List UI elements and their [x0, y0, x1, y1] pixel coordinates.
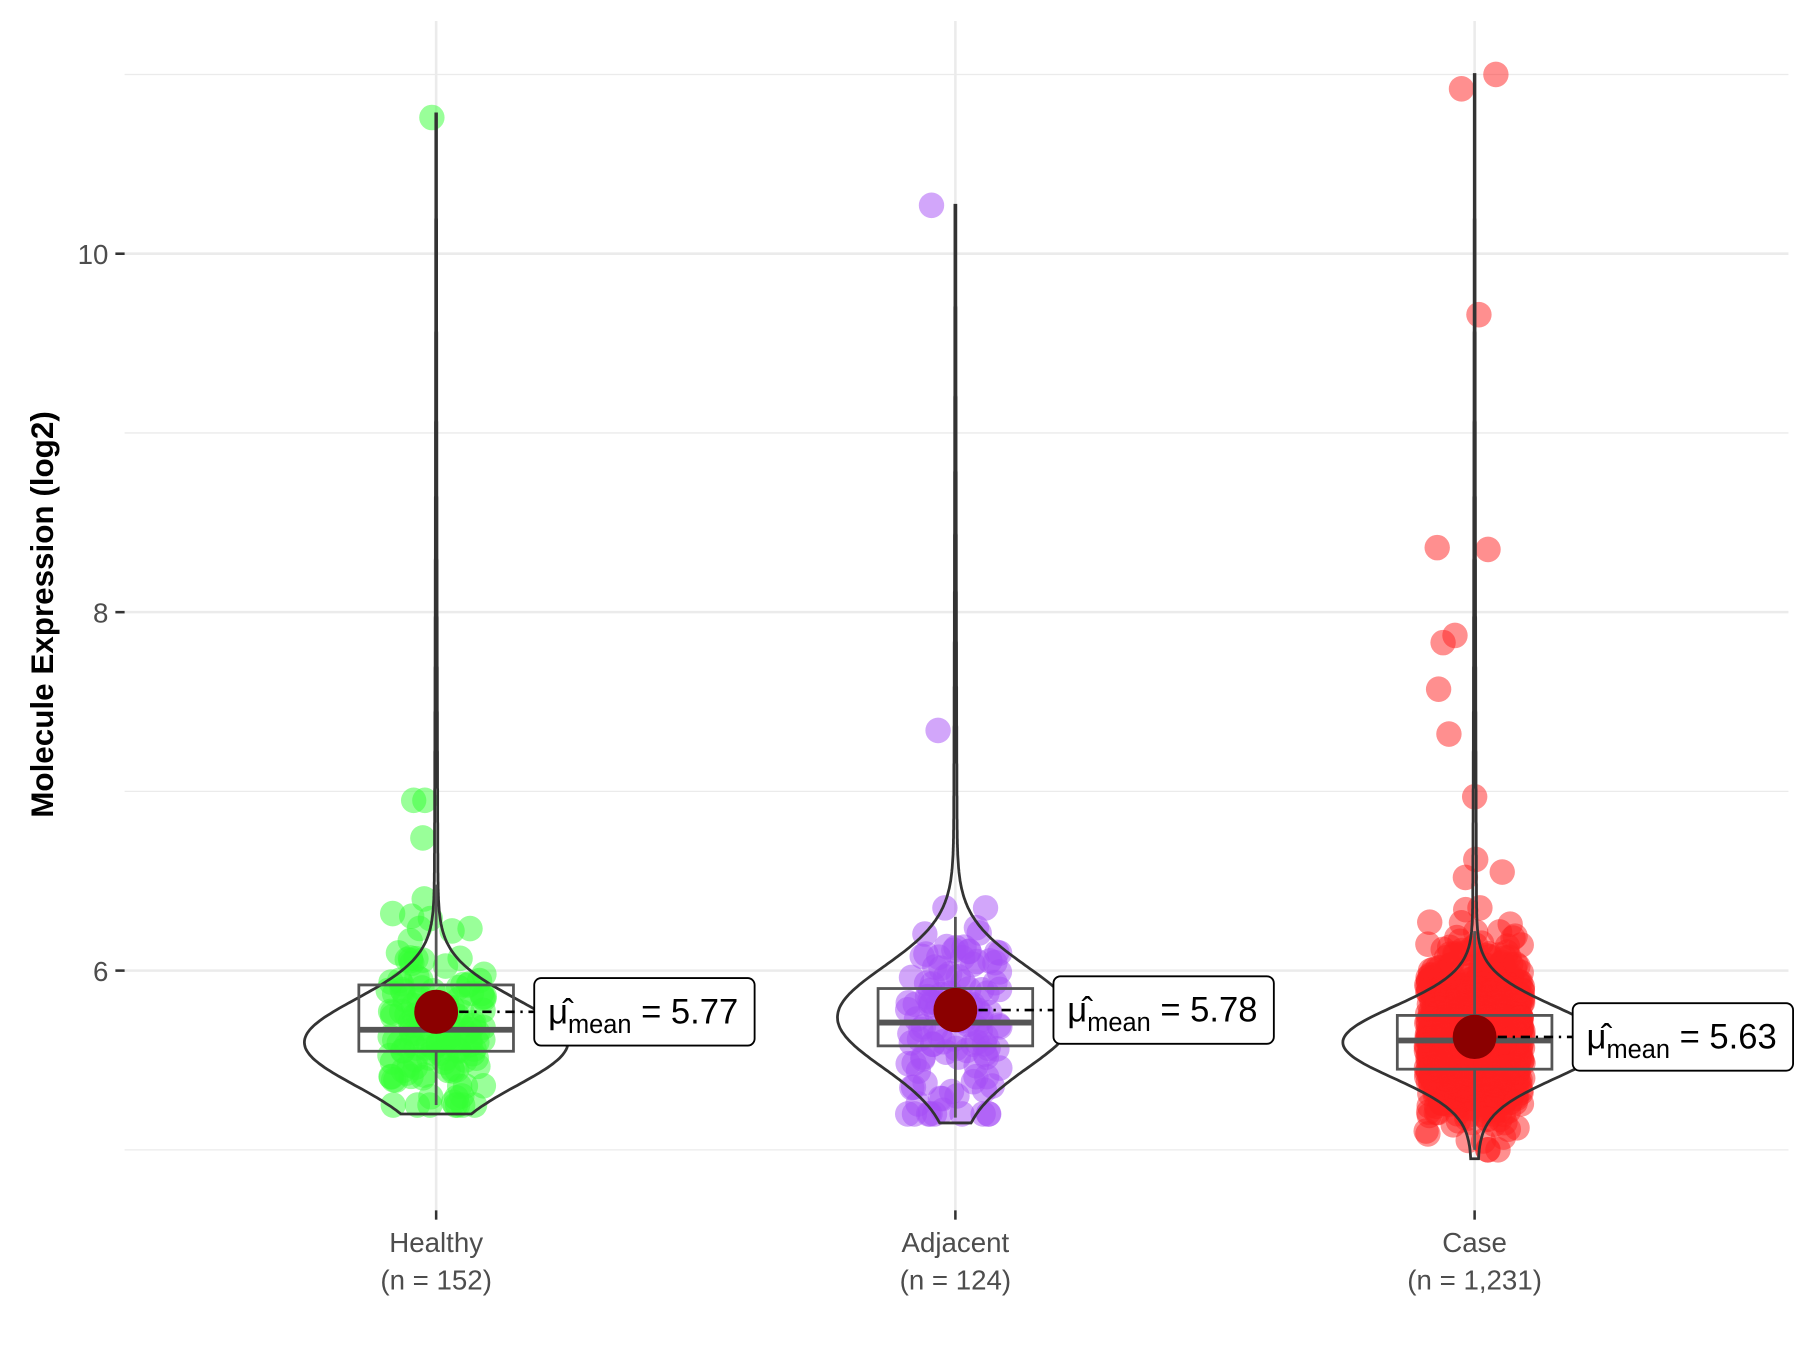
mean-point [1452, 1014, 1497, 1060]
mean-subscript: mean [1606, 1036, 1669, 1064]
outlier-point [1448, 76, 1475, 102]
box [357, 983, 515, 1053]
x-tick-count: (n = 124) [900, 1264, 1012, 1295]
x-tick-label: Adjacent [902, 1227, 1010, 1258]
violin [836, 203, 1075, 1125]
mean-label: μ̂mean = 5.63 [1571, 1002, 1794, 1072]
y-axis-title: Molecule Expression (log2) [25, 411, 60, 818]
violin [302, 112, 570, 1116]
outlier-point [1483, 61, 1509, 88]
data-point [413, 1035, 439, 1061]
data-point [1485, 1137, 1511, 1163]
outlier-point [1452, 896, 1479, 923]
data-point [439, 1055, 465, 1082]
data-point [1491, 981, 1518, 1008]
data-point [397, 945, 424, 971]
data-point [894, 1101, 921, 1127]
mean-label-box [1052, 975, 1275, 1045]
outlier-point [1475, 536, 1501, 563]
mean-label: μ̂mean = 5.77 [533, 977, 756, 1047]
data-point [380, 1067, 407, 1093]
mean-point [933, 987, 978, 1033]
mean-point [414, 989, 459, 1034]
data-point [915, 1101, 942, 1127]
outlier-point [925, 717, 951, 744]
outlier-point [400, 787, 427, 814]
mean-label-text: μ̂mean = 5.63 [1587, 1018, 1777, 1063]
outlier-point [918, 192, 945, 219]
data-point [1486, 919, 1513, 945]
mean-label-box [1571, 1002, 1794, 1072]
data-point [1417, 909, 1443, 936]
data-point [457, 915, 483, 942]
data-point [1420, 1046, 1446, 1072]
group-case: μ̂mean = 5.63 [1341, 61, 1794, 1163]
data-point [1451, 940, 1477, 967]
mean-value: = 5.63 [1670, 1018, 1777, 1056]
data-point [909, 943, 935, 970]
data-point [975, 1101, 1002, 1127]
mean-value: = 5.77 [631, 993, 738, 1031]
data-point [432, 953, 459, 979]
outlier-point [1466, 301, 1492, 328]
outlier-point [1461, 783, 1488, 810]
data-point [912, 1070, 938, 1096]
data-point [972, 895, 999, 921]
data-point [1482, 1065, 1508, 1092]
outlier-point [1424, 534, 1450, 561]
data-point [966, 920, 992, 946]
outlier-point [1425, 676, 1452, 703]
y-axis: 6 8 10 [78, 239, 125, 987]
outlier-point [419, 104, 445, 131]
data-point [1448, 1063, 1474, 1090]
outlier-point [1489, 859, 1515, 885]
y-tick-label: 6 [93, 956, 108, 987]
x-axis: Healthy (n = 152) Adjacent (n = 124) Case (n … [380, 1210, 1542, 1296]
outlier-point [1430, 629, 1456, 656]
x-tick-label: Case [1442, 1227, 1507, 1258]
mean-label-text: μ̂mean = 5.77 [548, 993, 738, 1038]
data-point [452, 1073, 479, 1099]
outlier-point [1436, 721, 1462, 747]
data-point [963, 1063, 989, 1090]
groups: μ̂mean = 5.77 μ̂mean = 5.78 μ̂mean = 5.63 [302, 61, 1794, 1163]
mean-subscript: mean [1087, 1009, 1150, 1037]
outlier-point [411, 886, 437, 912]
data-point [1503, 951, 1529, 978]
data-point [470, 1072, 497, 1099]
mean-value: = 5.78 [1151, 992, 1258, 1030]
violin [1341, 73, 1608, 1161]
data-point [449, 1092, 476, 1118]
x-tick-count: (n = 1,231) [1407, 1264, 1542, 1295]
data-point [1459, 1109, 1486, 1136]
data-point [977, 948, 1003, 974]
data-point [895, 1050, 921, 1077]
data-point [379, 900, 406, 927]
data-point [932, 964, 959, 990]
data-point [984, 1036, 1010, 1062]
y-tick-label: 10 [78, 239, 109, 270]
y-tick-label: 8 [93, 598, 108, 629]
outlier-point [410, 825, 436, 851]
x-tick-label: Healthy [389, 1227, 483, 1258]
mean-label-box [533, 977, 756, 1047]
data-point [404, 1092, 431, 1118]
group-healthy: μ̂mean = 5.77 [302, 104, 756, 1118]
data-point [1424, 1013, 1450, 1039]
data-point [396, 1052, 423, 1078]
mean-label: μ̂mean = 5.78 [1052, 975, 1275, 1045]
x-tick-count: (n = 152) [380, 1264, 492, 1295]
data-point [894, 996, 921, 1023]
data-point [1421, 981, 1447, 1008]
data-point [906, 1026, 933, 1052]
data-point [949, 945, 976, 971]
data-point [1451, 1085, 1477, 1112]
data-point [1415, 1121, 1441, 1147]
group-adjacent: μ̂mean = 5.78 [836, 192, 1275, 1127]
data-point [1508, 1044, 1534, 1071]
mean-subscript: mean [568, 1011, 631, 1039]
